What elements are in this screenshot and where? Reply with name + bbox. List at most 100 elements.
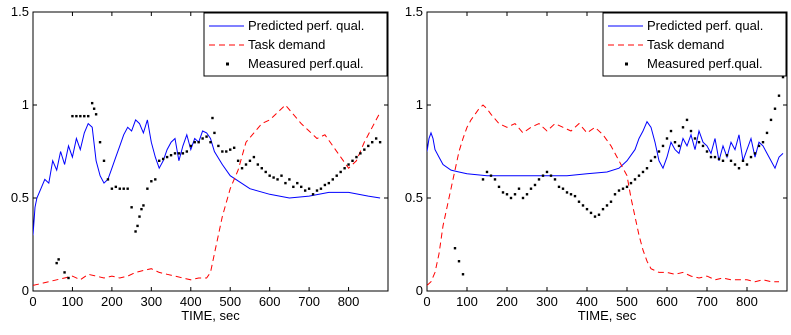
data-point — [193, 141, 196, 144]
data-point — [343, 167, 346, 170]
legend-label: Task demand — [647, 37, 724, 52]
data-point — [197, 141, 200, 144]
data-point — [569, 193, 573, 196]
data-point — [617, 189, 621, 192]
data-point — [150, 180, 153, 183]
data-point — [637, 174, 641, 177]
data-point — [517, 187, 521, 190]
data-point — [513, 193, 517, 196]
data-point — [593, 215, 597, 218]
data-point — [573, 194, 577, 198]
data-point — [260, 167, 263, 170]
data-point — [733, 163, 737, 166]
data-point — [371, 141, 374, 144]
data-point — [741, 159, 745, 162]
data-point — [335, 174, 338, 177]
data-point — [98, 141, 102, 144]
data-point — [717, 157, 721, 161]
data-point — [597, 213, 601, 216]
y-tick-label: 0 — [416, 283, 423, 298]
data-point — [773, 107, 777, 110]
data-point — [367, 144, 370, 148]
x-tick-label: 100 — [62, 294, 84, 309]
x-axis-title: TIME, sec — [578, 308, 637, 323]
data-point — [705, 150, 709, 153]
data-point — [146, 187, 149, 190]
data-point — [749, 155, 753, 159]
data-point — [248, 159, 252, 162]
data-point — [497, 185, 501, 189]
data-point — [201, 137, 204, 140]
data-point — [561, 187, 565, 190]
data-point — [453, 247, 457, 250]
data-point — [549, 174, 553, 177]
data-point — [79, 114, 82, 118]
data-point — [55, 261, 58, 265]
data-point — [272, 176, 275, 179]
data-point — [363, 148, 366, 151]
series-line — [427, 120, 784, 177]
data-point — [118, 187, 121, 190]
data-point — [565, 191, 569, 194]
data-point — [505, 193, 509, 196]
data-point — [300, 185, 303, 189]
data-point — [653, 155, 657, 159]
data-point — [90, 101, 94, 105]
data-point — [189, 144, 192, 148]
legend-marker — [625, 62, 628, 66]
data-point — [725, 154, 729, 157]
legend-label: Predicted perf. qual. — [248, 18, 364, 33]
chart-panel-left: 0 100 200 300 400 500 600 700 800 0 0.5 1 1.5 TIME, s… — [11, 4, 389, 323]
data-point — [485, 170, 489, 174]
data-point — [721, 159, 725, 162]
data-point — [697, 141, 701, 144]
data-point — [292, 185, 295, 189]
x-tick-label: 100 — [456, 294, 478, 309]
data-point — [577, 200, 581, 203]
data-point — [276, 178, 279, 181]
data-point — [461, 273, 465, 276]
data-point — [205, 135, 208, 138]
data-point — [609, 200, 613, 203]
data-point — [339, 170, 342, 174]
data-point — [303, 189, 307, 192]
data-point — [757, 144, 761, 148]
series-line — [33, 104, 381, 286]
series-0 — [33, 119, 381, 236]
data-point — [110, 187, 114, 190]
series-2 — [453, 75, 785, 276]
data-point — [307, 187, 311, 190]
legend-label: Measured perf.qual. — [248, 56, 364, 71]
data-point — [537, 178, 541, 181]
data-point — [211, 116, 214, 120]
data-point — [545, 170, 549, 174]
data-point — [765, 131, 769, 135]
data-point — [633, 178, 637, 181]
legend-marker — [226, 62, 229, 66]
data-point — [209, 141, 212, 144]
data-point — [244, 163, 248, 166]
series-line — [33, 119, 381, 236]
x-tick-label: 700 — [696, 294, 718, 309]
plot-area — [32, 11, 389, 292]
data-point — [374, 137, 378, 140]
data-point — [645, 167, 649, 170]
data-point — [169, 154, 173, 157]
series-1 — [33, 104, 381, 286]
y-tick-label: 1.5 — [405, 4, 423, 19]
data-point — [264, 170, 267, 174]
data-point — [87, 114, 90, 118]
data-point — [154, 178, 157, 181]
data-point — [158, 159, 161, 162]
data-point — [140, 207, 143, 211]
data-point — [629, 181, 633, 185]
y-tick-label: 1 — [22, 97, 29, 112]
y-tick-label: 0.5 — [11, 190, 29, 205]
data-point — [94, 113, 98, 116]
data-point — [138, 215, 141, 218]
data-point — [601, 207, 605, 211]
data-point — [323, 183, 327, 187]
data-point — [130, 206, 133, 209]
y-tick-label: 1.5 — [11, 4, 29, 19]
